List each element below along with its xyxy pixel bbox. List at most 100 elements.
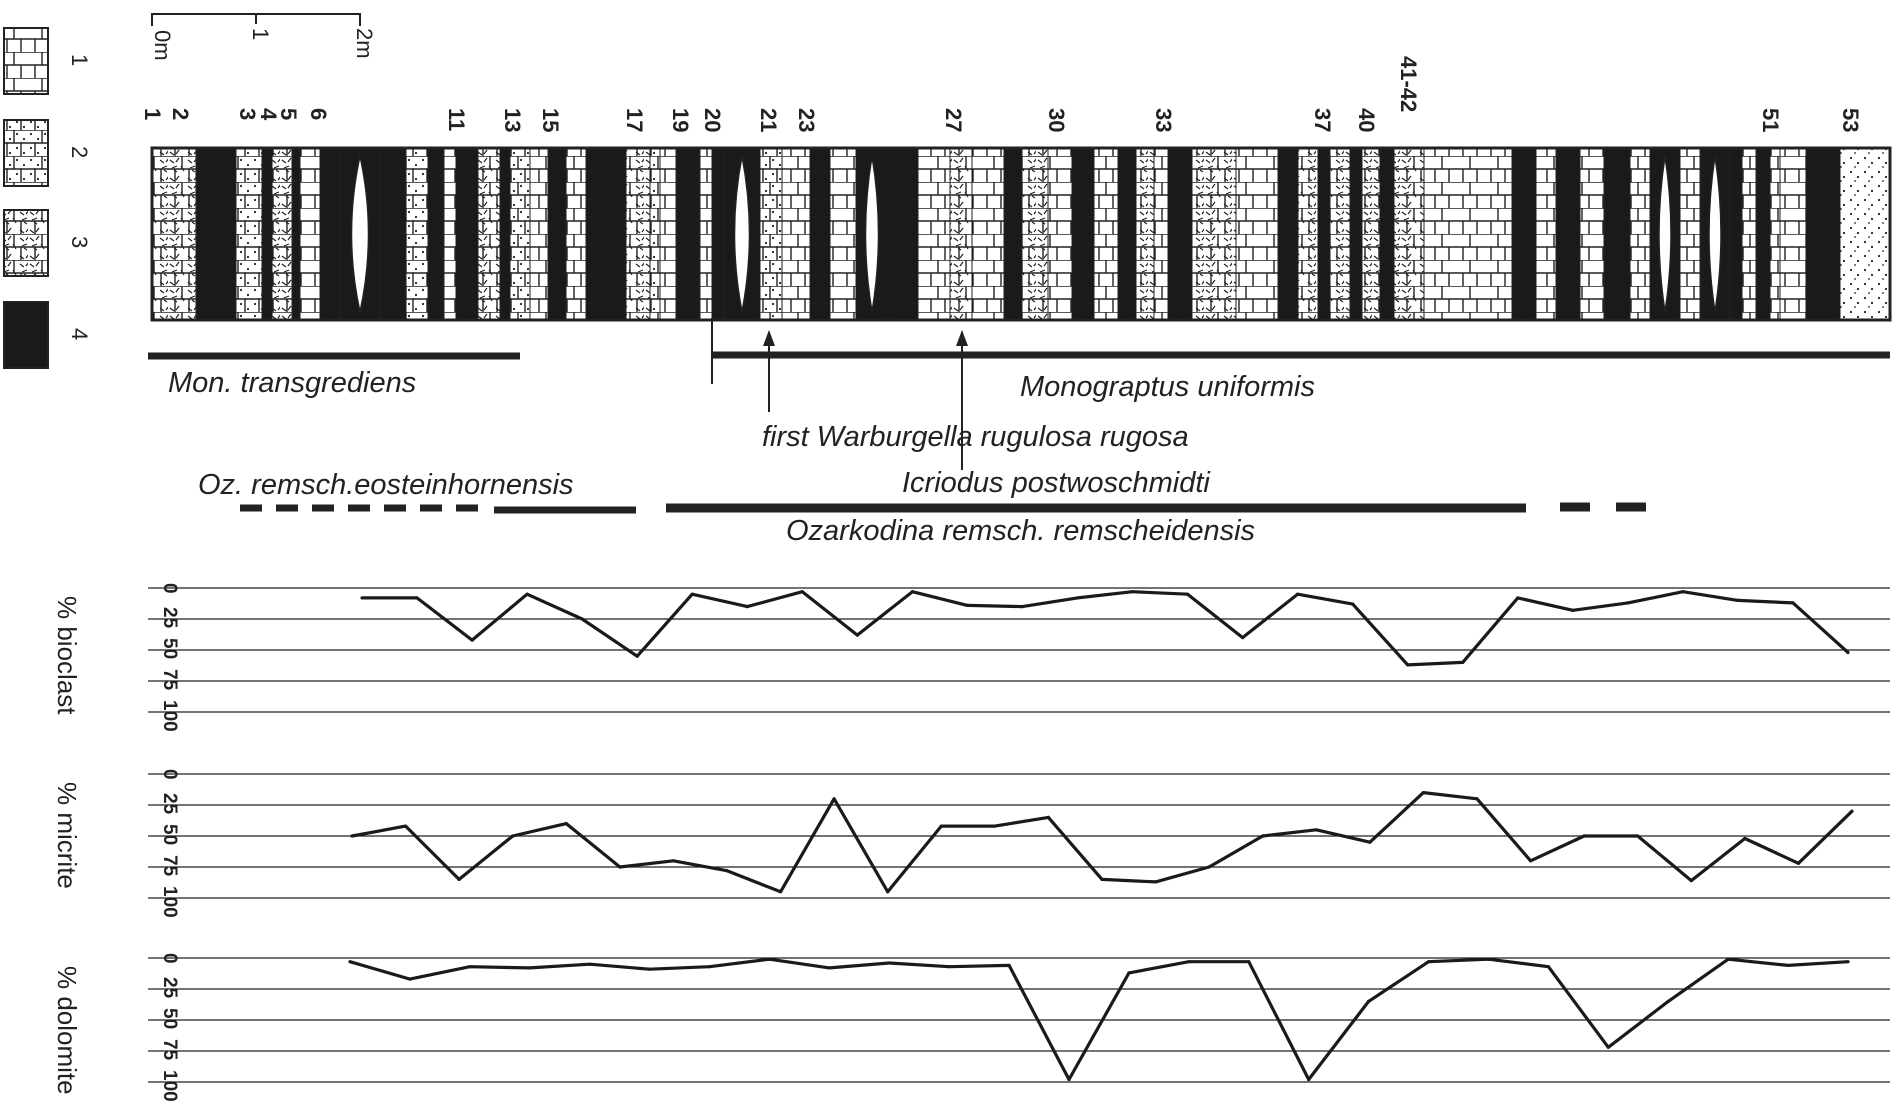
micrite-point: [725, 869, 729, 873]
bed-lime-bio: [1191, 147, 1237, 321]
dolomite-point: [528, 966, 532, 970]
bed-lime: [1093, 147, 1119, 321]
micrite-curve: [351, 790, 1854, 894]
micrite-point: [832, 797, 836, 801]
micrite-point: [1368, 840, 1372, 844]
micrite-point: [618, 865, 622, 869]
bed-lime: [659, 147, 677, 321]
dolomite-point: [1786, 963, 1790, 968]
bed-shale: [675, 147, 701, 321]
dolomite-point: [588, 962, 592, 966]
bed-shale: [1117, 147, 1137, 321]
limestone-legend-swatch: [3, 27, 49, 95]
bioclast-point: [690, 592, 694, 596]
bed-shale: [195, 147, 237, 321]
bed-lime: [917, 147, 951, 321]
bed-shale: [809, 147, 831, 321]
bioclast-point: [360, 596, 364, 600]
axis-tick-label: 50: [159, 638, 180, 659]
bed-lime: [699, 147, 713, 321]
bed-lime: [1779, 147, 1807, 321]
bed-sand: [1839, 147, 1891, 321]
bioclast-point: [745, 605, 749, 609]
bed-lime: [971, 147, 1005, 321]
axis-tick-label: 0: [159, 953, 180, 964]
dolomite-point: [408, 977, 412, 981]
micrite-point: [1046, 815, 1051, 820]
dolomite-point: [648, 967, 652, 971]
micrite-point: [511, 834, 515, 838]
micrite-point: [1528, 859, 1533, 863]
bed-lime: [1629, 147, 1651, 321]
bed-number-40: 40: [1354, 108, 1379, 132]
bioclast-point: [910, 590, 914, 594]
bed-shale: [1511, 147, 1537, 321]
bed-lime: [529, 147, 549, 321]
dolomite-point: [1606, 1045, 1610, 1049]
bed-number-6: 6: [306, 108, 331, 120]
section-column: [150, 146, 1892, 322]
bioclast-point: [1296, 592, 1300, 596]
warburgella-arrow-head: [763, 330, 775, 346]
micrite-point: [1421, 791, 1426, 795]
bioclast-point: [1846, 650, 1850, 655]
bed-lime: [565, 147, 587, 321]
micrite-point: [350, 834, 354, 838]
axis-tick-label: 100: [159, 886, 180, 918]
bioclast-point: [1240, 636, 1245, 640]
bed-number-19: 19: [668, 108, 693, 132]
axis-tick-label: 100: [159, 1070, 180, 1102]
bioclast-point: [525, 592, 529, 596]
bed-number-3: 3: [235, 108, 260, 120]
bed-number-27: 27: [941, 108, 966, 132]
bed-lime: [1153, 147, 1169, 321]
bioclast-point: [635, 654, 639, 658]
bioclast-point: [1130, 590, 1135, 594]
limestone-lens: [1708, 155, 1722, 313]
bioclast-point: [1791, 601, 1795, 605]
bed-number-21: 21: [756, 108, 781, 132]
biozones: Mon. transgrediens Monograptus uniformis…: [148, 318, 1890, 547]
bed-lime-bio: [1297, 147, 1319, 321]
dolomite-point: [1247, 960, 1251, 964]
bed-lime-bio: [1329, 147, 1351, 321]
bioclast-point: [1461, 660, 1465, 665]
limestone-lens: [1658, 155, 1672, 313]
micrite-point: [1689, 879, 1693, 883]
dolomite-point: [827, 966, 831, 970]
limestone-lens: [864, 155, 880, 313]
bioclastic-limestone-legend-swatch: [3, 209, 49, 277]
scale-bar: 0m 1 2m: [150, 13, 377, 61]
micrite-point: [1261, 834, 1265, 838]
axis-tick-label: 50: [159, 824, 180, 845]
bed-shale: [1729, 147, 1743, 321]
micrite-point: [1636, 834, 1640, 838]
bed-number-4: 4: [256, 108, 281, 121]
bed-lime: [1769, 147, 1781, 321]
bed-number-2: 2: [168, 108, 193, 120]
limestone-lens: [350, 155, 370, 313]
micrite-point: [993, 824, 997, 828]
bed-lime-bio: [625, 147, 651, 321]
bioclast-point: [1351, 602, 1355, 606]
bed-lime-sand: [649, 147, 661, 321]
bioclast-point: [1020, 605, 1025, 609]
bed-shale: [585, 147, 627, 321]
bed-shale: [455, 147, 479, 321]
scale-label-1: 1: [248, 28, 273, 40]
bioclast-axis-label: % bioclast: [52, 596, 82, 715]
bed-shale: [1805, 147, 1841, 321]
micrite-point: [1475, 797, 1479, 801]
dolomite-point: [1426, 960, 1431, 964]
dolomite-axis-label: % dolomite: [52, 966, 82, 1095]
bed-lime: [1579, 147, 1605, 321]
micrite-point: [457, 877, 461, 882]
bed-shale: [379, 147, 407, 321]
bed-shale: [1379, 147, 1395, 321]
axis-tick-label: 75: [159, 1039, 180, 1061]
bed-number-17: 17: [622, 108, 647, 132]
bioclast-curve: [362, 590, 1850, 667]
micrite-point: [1314, 828, 1318, 832]
bed-lime-sand: [235, 147, 263, 321]
